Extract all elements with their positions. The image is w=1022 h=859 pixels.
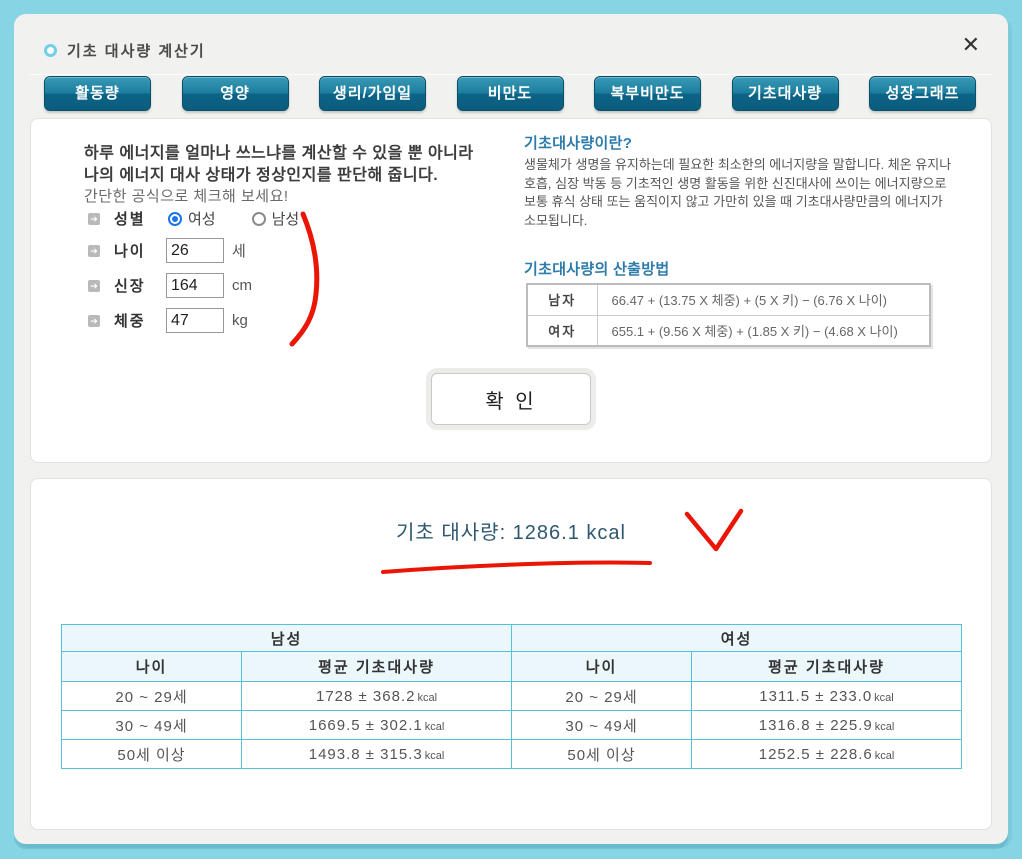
gender-row: ➔ 성별 여성 남성: [88, 208, 299, 229]
titlebar: 기초 대사량 계산기: [44, 40, 206, 61]
average-bmr-table: 남성 여성 나이 평균 기초대사량 나이 평균 기초대사량 20 ~ 29세 1…: [60, 624, 963, 769]
tab-menstrual[interactable]: 생리/가임일: [319, 76, 426, 111]
age-range-cell: 20 ~ 29세: [511, 681, 693, 711]
kcal-unit: kcal: [417, 691, 438, 704]
age-range-cell: 50세 이상: [511, 739, 693, 769]
age-range-cell: 20 ~ 29세: [61, 681, 242, 711]
bmr-value-cell: 1252.5 ± 228.6 kcal: [691, 739, 963, 769]
title-divider: [30, 74, 992, 75]
bmr-value-cell: 1493.8 ± 315.3 kcal: [240, 739, 513, 769]
group-header-female: 여성: [511, 624, 963, 652]
weight-unit: kg: [232, 312, 248, 329]
intro-hint: 간단한 공식으로 체크해 보세요!: [84, 188, 289, 205]
formula-female-label: 여자: [527, 315, 598, 346]
page-title: 기초 대사량 계산기: [67, 43, 206, 60]
info-heading: 기초대사량이란?: [524, 135, 633, 152]
result-panel: 기초 대사량: 1286.1 kcal 남성 여성 나이 평균 기초대사량 나이…: [30, 478, 992, 830]
gender-option-male-label: 남성: [271, 211, 300, 228]
input-panel: 하루 에너지를 얼마나 쓰느냐를 계산할 수 있을 뿐 아니라 나의 에너지 대…: [30, 118, 992, 463]
age-range-cell: 50세 이상: [61, 739, 242, 769]
info-body: 생물체가 생명을 유지하는데 필요한 최소한의 에너지량을 말합니다. 체온 유…: [524, 157, 952, 228]
height-unit: cm: [232, 277, 252, 294]
kcal-unit: kcal: [874, 749, 895, 762]
tab-nutrition[interactable]: 영양: [181, 76, 289, 111]
height-label: 신장: [114, 278, 146, 295]
col-header-age-male: 나이: [61, 651, 242, 682]
gender-radio-female[interactable]: [168, 211, 182, 226]
arrow-bullet-icon: ➔: [88, 244, 100, 257]
col-header-bmr-female: 평균 기초대사량: [691, 651, 963, 682]
formula-table: 남자 66.47 + (13.75 X 체중) + (5 X 키) − (6.7…: [526, 283, 931, 347]
group-header-male: 남성: [60, 624, 513, 652]
tab-abdominal[interactable]: 복부비만도: [594, 76, 701, 111]
intro-line-2: 나의 에너지 대사 상태가 정상인지를 판단해 줍니다.: [84, 167, 439, 184]
col-header-age-female: 나이: [511, 651, 693, 682]
kcal-unit: kcal: [424, 749, 445, 762]
bmr-value-cell: 1728 ± 368.2 kcal: [240, 681, 513, 711]
gender-radio-male[interactable]: [251, 211, 266, 226]
bmr-value-cell: 1669.5 ± 302.1 kcal: [240, 710, 513, 740]
age-row: ➔ 나이 세: [88, 238, 246, 263]
age-range-cell: 30 ~ 49세: [511, 710, 693, 740]
gender-option-female-label: 여성: [188, 211, 216, 228]
formula-heading: 기초대사량의 산출방법: [524, 261, 670, 278]
weight-label: 체중: [114, 313, 146, 330]
formula-female-expression: 655.1 + (9.56 X 체중) + (1.85 X 키) − (4.68…: [611, 323, 898, 339]
tab-growth-chart[interactable]: 성장그래프: [869, 76, 976, 111]
table-row: 50세 이상 1493.8 ± 315.3 kcal 50세 이상 1252.5 …: [61, 739, 963, 769]
group-header-row: 남성 여성: [60, 624, 963, 652]
tab-bar: 활동량 영양 생리/가임일 비만도 복부비만도 기초대사량 성장그래프: [44, 76, 976, 111]
formula-male-label: 남자: [527, 284, 598, 316]
weight-input[interactable]: [166, 308, 224, 333]
height-input[interactable]: [166, 273, 224, 298]
height-row: ➔ 신장 cm: [88, 273, 252, 298]
col-header-bmr-male: 평균 기초대사량: [240, 651, 513, 682]
weight-row: ➔ 체중 kg: [88, 308, 248, 333]
arrow-bullet-icon: ➔: [88, 314, 100, 327]
arrow-bullet-icon: ➔: [88, 279, 100, 292]
column-header-row: 나이 평균 기초대사량 나이 평균 기초대사량: [61, 651, 963, 682]
arrow-bullet-icon: ➔: [88, 212, 100, 225]
confirm-button[interactable]: 확 인: [431, 373, 591, 425]
table-row: 20 ~ 29세 1728 ± 368.2 kcal 20 ~ 29세 1311.…: [61, 681, 963, 711]
formula-row-male: 남자 66.47 + (13.75 X 체중) + (5 X 키) − (6.7…: [527, 284, 930, 316]
close-icon[interactable]: ✕: [961, 32, 980, 57]
tab-obesity[interactable]: 비만도: [456, 76, 564, 111]
formula-row-female: 여자 655.1 + (9.56 X 체중) + (1.85 X 키) − (4…: [527, 315, 930, 346]
age-input[interactable]: [166, 238, 224, 263]
bmr-value-cell: 1311.5 ± 233.0 kcal: [691, 681, 963, 711]
table-row: 30 ~ 49세 1669.5 ± 302.1 kcal 30 ~ 49세 131…: [61, 710, 963, 740]
kcal-unit: kcal: [874, 691, 894, 704]
bmr-value-cell: 1316.8 ± 225.9 kcal: [691, 710, 963, 740]
kcal-unit: kcal: [424, 720, 445, 733]
formula-male-expression: 66.47 + (13.75 X 체중) + (5 X 키) − (6.76 X…: [597, 284, 930, 316]
age-label: 나이: [114, 243, 146, 260]
tab-activity[interactable]: 활동량: [44, 76, 151, 111]
bmr-calculator-dialog: 기초 대사량 계산기 ✕ 활동량 영양 생리/가임일 비만도 복부비만도 기초대…: [14, 14, 1008, 844]
gender-label: 성별: [114, 211, 146, 228]
kcal-unit: kcal: [874, 720, 895, 733]
age-unit: 세: [232, 243, 246, 260]
title-ring-icon: [44, 44, 57, 57]
tab-bmr[interactable]: 기초대사량: [731, 76, 839, 111]
intro-line-1: 하루 에너지를 얼마나 쓰느냐를 계산할 수 있을 뿐 아니라: [84, 145, 474, 162]
age-range-cell: 30 ~ 49세: [61, 710, 242, 740]
bmr-result-text: 기초 대사량: 1286.1 kcal: [396, 522, 626, 544]
